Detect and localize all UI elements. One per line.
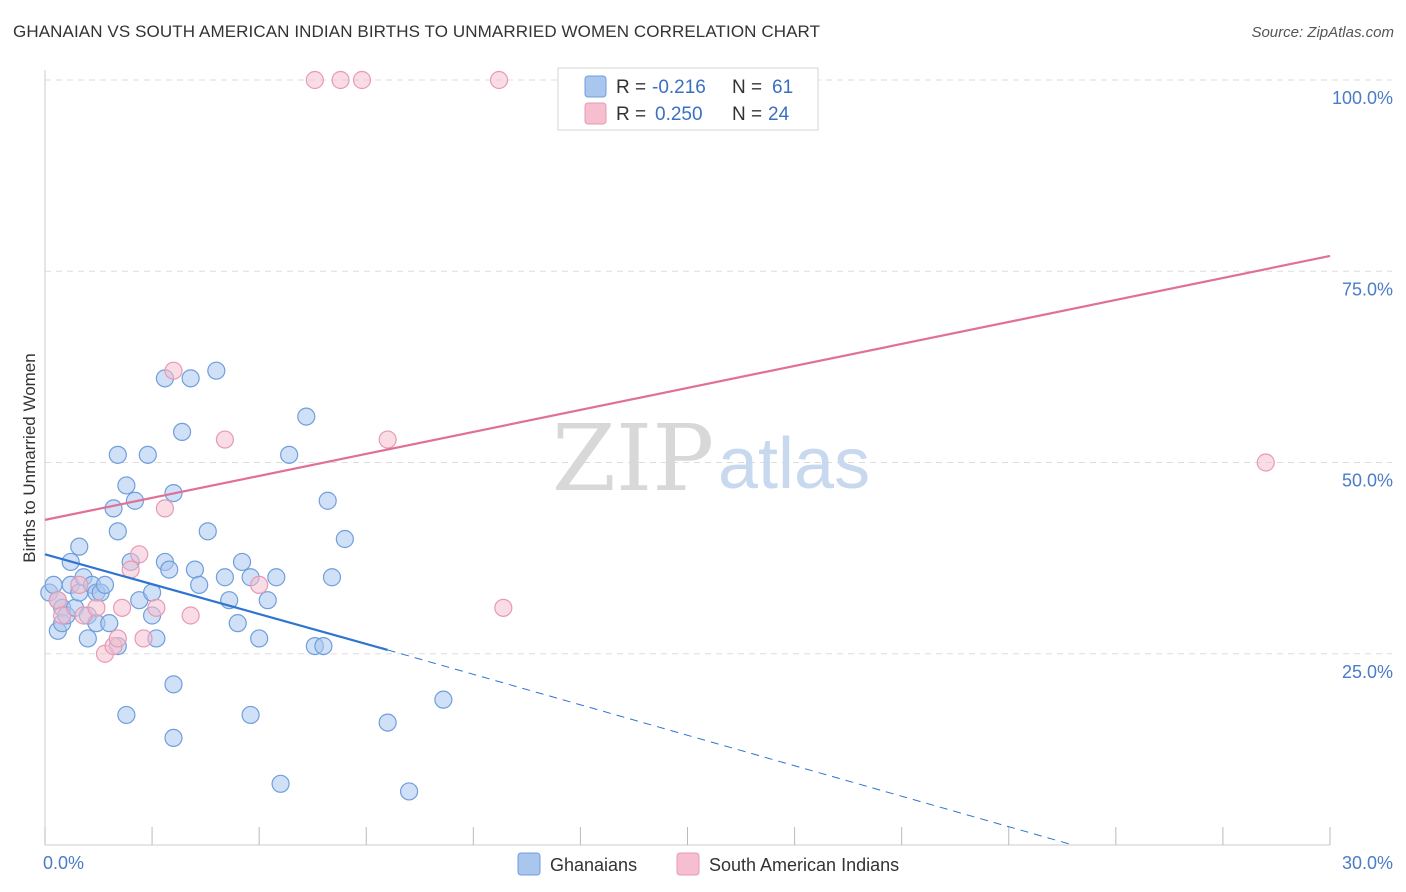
south-american-indian-point [134, 629, 153, 648]
ghanaian-point [378, 713, 397, 732]
y-tick-labels: 25.0% 50.0% 75.0% 100.0% [1332, 88, 1393, 682]
legend-n-label-2: N = [732, 104, 762, 125]
legend-swatch-south-american-indians [584, 102, 607, 125]
ghanaian-point [322, 568, 342, 587]
watermark-zip: ZIP [552, 405, 714, 512]
south-american-indian-point [489, 70, 509, 90]
ghanaian-point [190, 575, 209, 595]
y-tick-label: 100.0% [1332, 88, 1393, 108]
south-american-indian-point [70, 575, 89, 595]
ghanaian-point [172, 422, 192, 441]
south-american-indian-point [112, 598, 132, 617]
ghanaian-point [44, 575, 63, 595]
ghanaian-point [181, 369, 200, 388]
south-american-indian-point [181, 606, 200, 625]
series-legend-label-ghanaians: Ghanaians [550, 855, 637, 875]
ghanaian-point [164, 675, 183, 694]
series-legend-swatch-south-american-indians [676, 852, 700, 876]
ghanaian-point [250, 629, 269, 648]
south-american-indian-point [215, 430, 234, 449]
y-tick-label: 50.0% [1342, 471, 1393, 491]
south-american-indian-point [378, 430, 397, 449]
ghanaian-point [318, 491, 337, 510]
trend-lines [44, 254, 1331, 846]
south-american-indian-point [108, 629, 127, 648]
ghanaian-point [258, 591, 277, 610]
ghanaians-trend-line-extrapolated [387, 649, 1074, 846]
legend-n-value-2: 24 [768, 104, 790, 125]
ghanaian-point [198, 522, 217, 541]
legend-r-label-2: R = [616, 104, 646, 125]
scatter-points [40, 70, 1275, 801]
ghanaian-point [207, 361, 226, 380]
ghanaian-point [399, 782, 419, 801]
x-tick-label: 0.0% [43, 853, 84, 873]
x-tick-labels: 0.0% 30.0% [43, 853, 1393, 873]
ghanaian-point [70, 537, 89, 556]
y-tick-label: 25.0% [1342, 662, 1393, 682]
ghanaian-point [271, 774, 290, 793]
x-tick-label: 30.0% [1342, 853, 1393, 873]
ghanaian-point [108, 445, 127, 464]
x-axis-ticks [44, 827, 1331, 845]
south-american-indian-point [130, 545, 149, 564]
south-american-indian-point [155, 499, 175, 518]
south-american-indian-point [53, 606, 72, 625]
ghanaian-point [95, 575, 115, 595]
south-american-indian-point [250, 575, 269, 595]
south-american-indian-point [352, 70, 372, 90]
ghanaian-point [215, 568, 234, 587]
ghanaian-point [297, 407, 316, 426]
series-legend-label-south-american-indians: South American Indians [709, 855, 899, 875]
legend-swatch-ghanaians [584, 75, 607, 98]
legend-r-value-1: -0.216 [652, 77, 706, 98]
watermark-atlas: atlas [718, 424, 870, 504]
ghanaian-point [78, 629, 97, 648]
south-american-indian-point [147, 598, 166, 617]
ghanaian-point [160, 560, 179, 579]
legend-n-value-1: 61 [772, 77, 793, 98]
ghanaian-point [267, 568, 286, 587]
south-american-indian-point [87, 598, 106, 617]
ghanaian-point [138, 445, 157, 464]
legend-r-label-1: R = [616, 77, 646, 98]
source-label: Source: ZipAtlas.com [1251, 24, 1394, 41]
ghanaian-point [117, 476, 136, 495]
y-tick-label: 75.0% [1342, 279, 1393, 299]
ghanaian-point [280, 445, 299, 464]
gridlines [45, 79, 1392, 655]
ghanaian-point [164, 728, 183, 748]
legend-r-value-2: 0.250 [655, 104, 703, 125]
series-legend: Ghanaians South American Indians [517, 852, 899, 876]
south-american-indian-point [305, 70, 324, 90]
ghanaians-trend-line [44, 553, 388, 651]
ghanaian-point [108, 522, 127, 541]
legend-n-label-1: N = [732, 77, 762, 98]
south-american-indian-point [494, 598, 513, 617]
ghanaian-point [185, 560, 205, 579]
south-american-indians-trend-line [44, 254, 1331, 521]
ghanaian-point [104, 499, 123, 518]
ghanaian-point [100, 614, 119, 633]
south-american-indian-point [48, 591, 67, 610]
ghanaian-point [314, 636, 333, 656]
ghanaian-point [232, 552, 252, 572]
stats-legend: R = -0.216 N = 61 R = 0.250 N = 24 [557, 67, 819, 131]
south-american-indian-point [331, 70, 350, 90]
chart-title: GHANAIAN VS SOUTH AMERICAN INDIAN BIRTHS… [13, 22, 821, 41]
ghanaian-point [434, 690, 453, 709]
y-axis-label: Births to Unmarried Women [20, 353, 39, 562]
south-american-indian-point [164, 361, 183, 380]
south-american-indian-point [1256, 453, 1275, 472]
ghanaian-point [117, 705, 136, 725]
ghanaian-point [228, 614, 247, 633]
ghanaian-point [241, 705, 260, 725]
series-legend-swatch-ghanaians [517, 852, 541, 876]
ghanaian-point [335, 529, 354, 549]
